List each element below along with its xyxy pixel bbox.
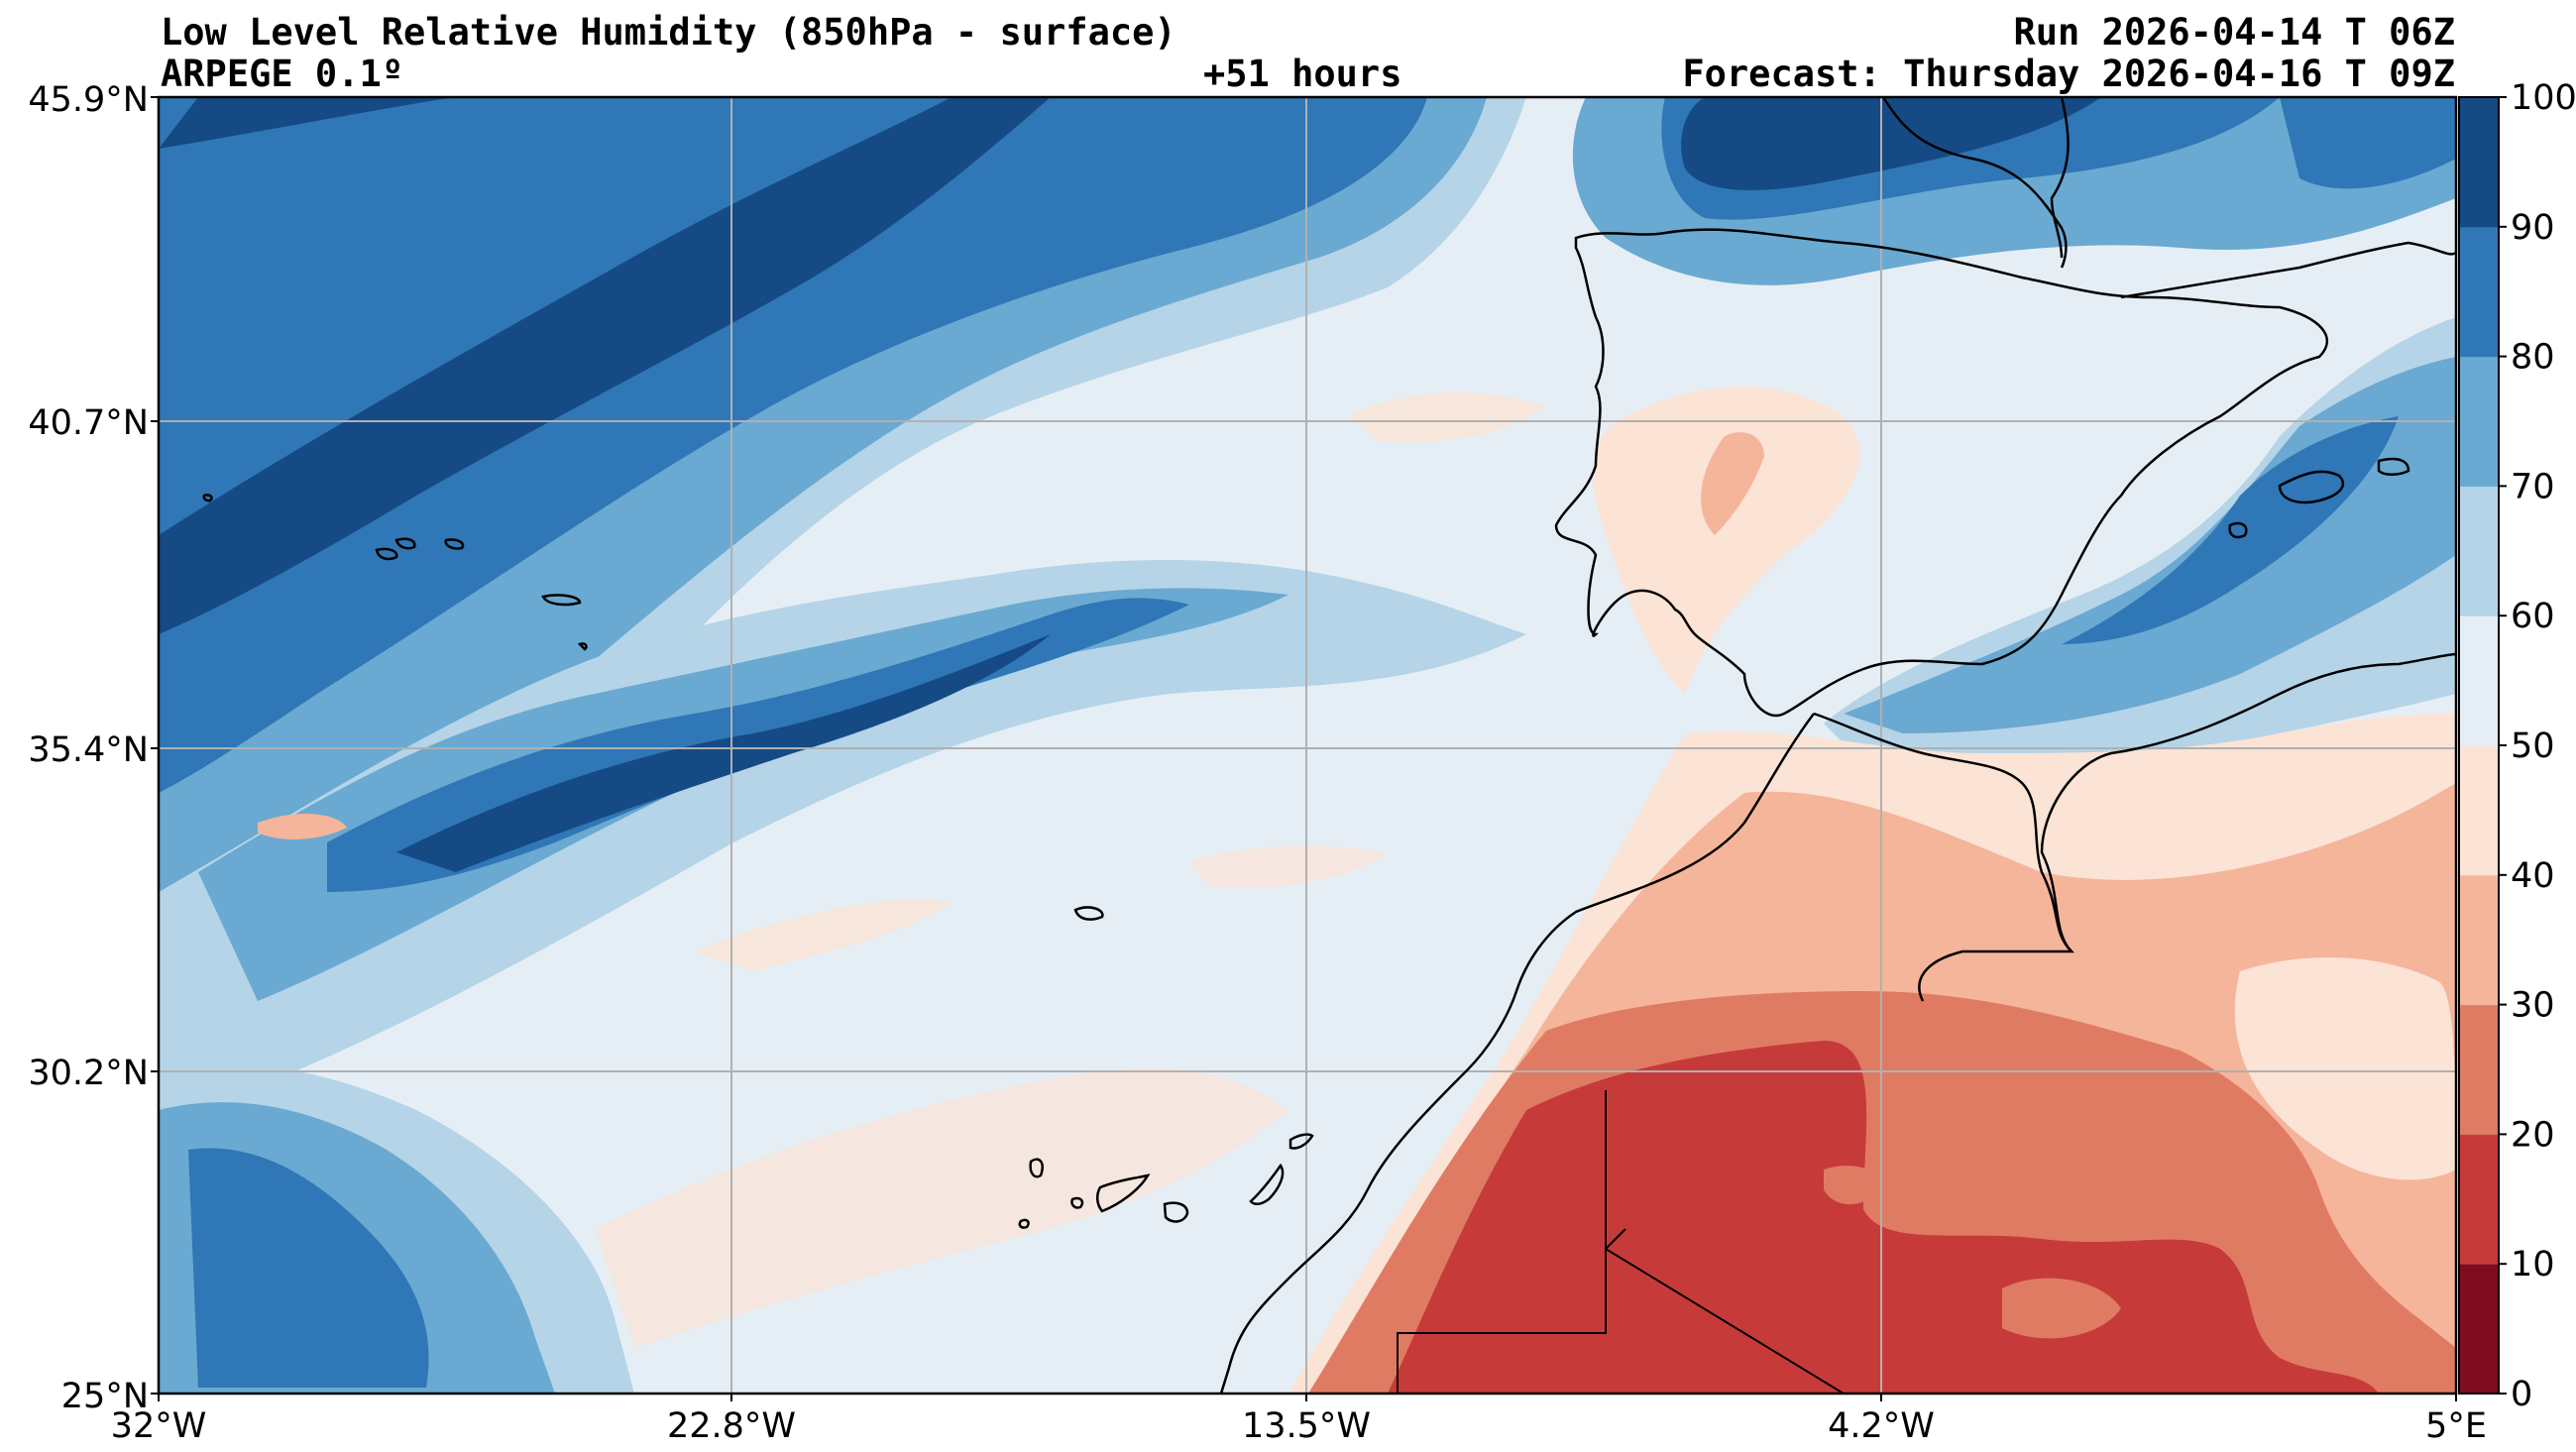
lon-ticks	[158, 1394, 2457, 1401]
lat-tick-labels: 45.9°N 40.7°N 35.4°N 30.2°N 25°N	[28, 80, 149, 1416]
colorbar-tick-label: 30	[2511, 986, 2555, 1026]
colorbar-segment	[2459, 615, 2499, 746]
colorbar-segment	[2459, 226, 2499, 358]
forecast-label: Forecast: Thursday 2026-04-16 T 09Z	[1682, 53, 2455, 95]
colorbar-tick-label: 90	[2511, 208, 2555, 248]
lon-tick-label: 4.2°W	[1828, 1406, 1935, 1446]
lead-time-label: +51 hours	[1203, 53, 1402, 95]
colorbar-segment	[2459, 1134, 2499, 1265]
colorbar-tick-label: 20	[2511, 1115, 2555, 1155]
lon-tick-label: 5°E	[2425, 1406, 2487, 1446]
lat-tick-label: 30.2°N	[28, 1054, 149, 1093]
model-label: ARPEGE 0.1º	[161, 53, 404, 95]
lon-tick-label: 22.8°W	[667, 1406, 796, 1446]
lon-tick-labels: 32°W 22.8°W 13.5°W 4.2°W 5°E	[111, 1406, 2487, 1446]
colorbar-tick-label: 80	[2511, 338, 2555, 378]
colorbar-segment	[2459, 356, 2499, 487]
run-label: Run 2026-04-14 T 06Z	[2013, 11, 2455, 54]
lat-ticks	[151, 96, 159, 1395]
colorbar-segment	[2459, 745, 2499, 876]
colorbar-segment	[2459, 97, 2499, 228]
map-gridlines	[159, 97, 2456, 1394]
colorbar-tick-label: 0	[2511, 1375, 2532, 1414]
colorbar-tick-label: 70	[2511, 467, 2555, 506]
colorbar-tick-label: 40	[2511, 856, 2555, 896]
lon-tick-label: 13.5°W	[1242, 1406, 1371, 1446]
lat-tick-label: 45.9°N	[28, 80, 149, 120]
colorbar-tick-label: 50	[2511, 726, 2555, 766]
colorbar-tick-label: 100	[2511, 78, 2576, 118]
lat-tick-label: 35.4°N	[28, 730, 149, 770]
colorbar-segment	[2459, 1264, 2499, 1395]
colorbar-segment	[2459, 874, 2499, 1006]
colorbar-segment	[2459, 486, 2499, 616]
colorbar-segment	[2459, 1004, 2499, 1135]
colorbar-tick-label: 10	[2511, 1245, 2555, 1284]
lat-tick-label: 25°N	[61, 1377, 149, 1416]
lat-tick-label: 40.7°N	[28, 403, 149, 443]
lon-tick-label: 32°W	[111, 1406, 207, 1446]
colorbar-tick-label: 60	[2511, 597, 2555, 636]
map-title: Low Level Relative Humidity (850hPa - su…	[161, 11, 1176, 54]
coastlines	[202, 96, 2457, 1395]
